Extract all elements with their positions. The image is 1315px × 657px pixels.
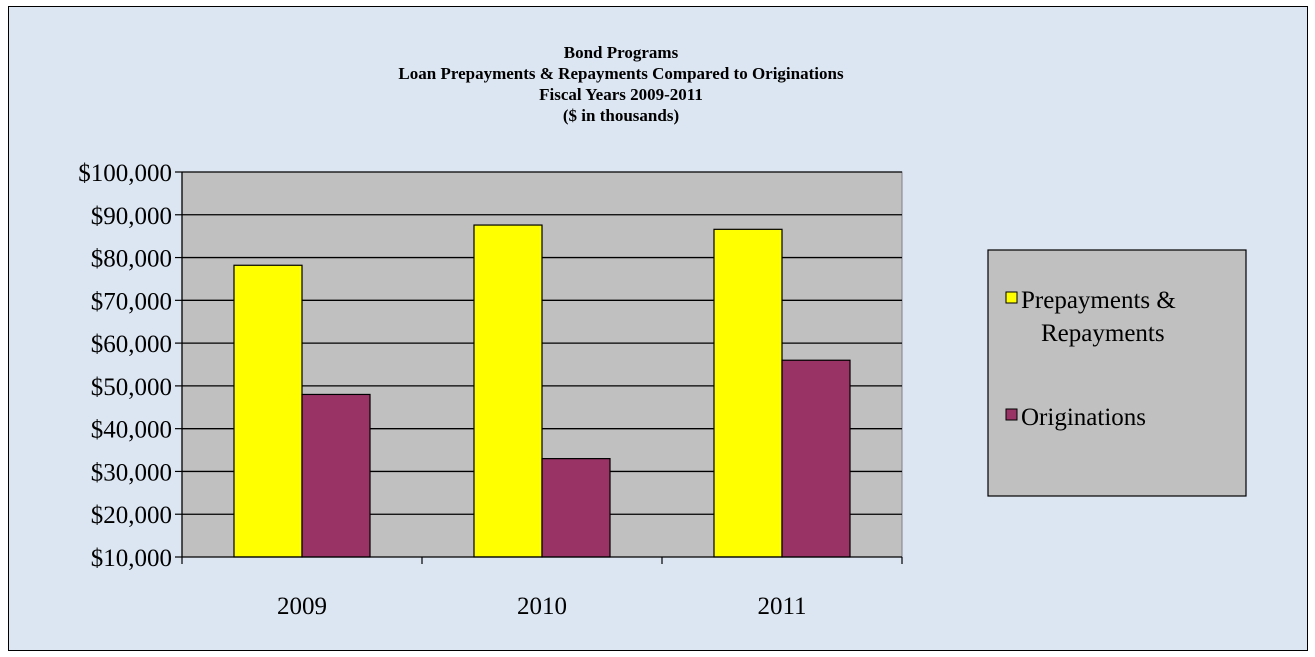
y-tick-label: $90,000 xyxy=(91,203,172,230)
y-tick-label: $40,000 xyxy=(91,417,172,444)
y-tick-label: $30,000 xyxy=(91,459,172,486)
chart-title-line-3: Fiscal Years 2009-2011 xyxy=(539,85,703,104)
chart-title-line-1: Bond Programs xyxy=(564,43,679,62)
y-tick-label: $60,000 xyxy=(91,331,172,358)
bar-originations-2011 xyxy=(781,359,851,558)
bar-prepayments-repayments-2010 xyxy=(473,224,543,558)
legend-label-prepayments-line-1: Prepayments & xyxy=(1021,287,1176,314)
y-axis-tick-labels: $10,000 $20,000 $30,000 $40,000 $50,000 $60,0… xyxy=(78,160,172,572)
chart-title: Bond Programs Loan Prepayments & Repayme… xyxy=(398,43,844,125)
bars xyxy=(233,224,851,558)
y-tick-label: $100,000 xyxy=(78,160,172,187)
x-tick-label: 2011 xyxy=(757,593,806,620)
y-tick-label: $20,000 xyxy=(91,502,172,529)
bar-prepayments-repayments-2011 xyxy=(713,228,783,558)
y-tick-label: $50,000 xyxy=(91,374,172,401)
x-tick-label: 2009 xyxy=(277,593,327,620)
legend-swatch-prepayments xyxy=(1005,291,1018,304)
chart-frame: Bond Programs Loan Prepayments & Repayme… xyxy=(8,6,1308,651)
bar-originations-2009 xyxy=(301,393,371,558)
bar-prepayments-repayments-2009 xyxy=(233,264,303,558)
chart-title-line-4: ($ in thousands) xyxy=(563,106,679,125)
y-tick-label: $10,000 xyxy=(91,545,172,572)
bar-chart: Bond Programs Loan Prepayments & Repayme… xyxy=(78,43,1247,620)
x-tick-label: 2010 xyxy=(517,593,567,620)
legend-box xyxy=(987,249,1247,497)
chart-title-line-2: Loan Prepayments & Repayments Compared t… xyxy=(398,64,844,83)
legend-label-prepayments-line-2: Repayments xyxy=(1041,320,1165,347)
legend-swatch-originations xyxy=(1005,408,1018,421)
y-tick-label: $70,000 xyxy=(91,288,172,315)
legend: Prepayments & Repayments Originations xyxy=(987,249,1247,497)
bar-originations-2010 xyxy=(541,458,611,558)
x-axis-tick-labels: 2009 2010 2011 xyxy=(277,593,807,620)
y-tick-label: $80,000 xyxy=(91,246,172,273)
axes xyxy=(175,171,903,564)
legend-label-originations: Originations xyxy=(1021,404,1146,431)
